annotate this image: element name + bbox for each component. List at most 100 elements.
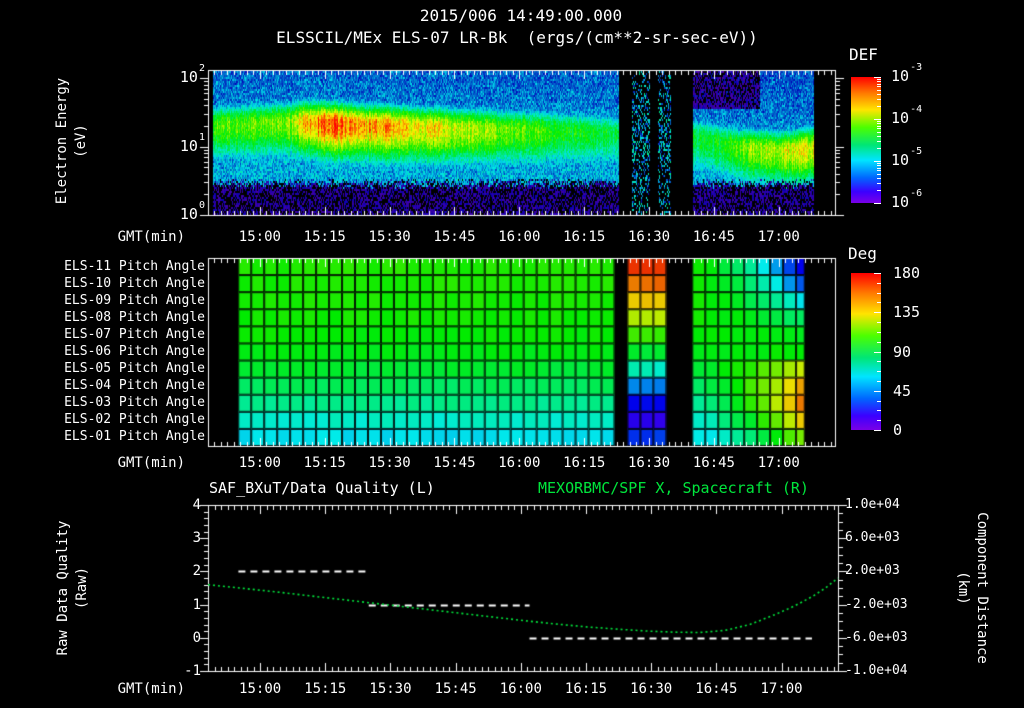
distance-tick-label: 1.0e+04	[845, 497, 900, 512]
pitch-angle-row-label: ELS-01 Pitch Angle	[64, 429, 205, 445]
page-title: 2015/006 14:49:00.000	[419, 6, 623, 25]
time-tick-label: 15:45	[433, 229, 476, 245]
time-tick-label: 17:00	[757, 455, 800, 471]
time-tick-label: 16:15	[564, 681, 608, 697]
energy-tick-label: 100	[179, 200, 205, 223]
time-tick-label: 16:45	[695, 681, 738, 697]
time-tick-label: 16:30	[630, 681, 673, 697]
time-tick-label: 15:45	[434, 681, 477, 697]
colorbar-tick	[877, 90, 881, 91]
colorbar-tick	[877, 126, 881, 127]
quality-tick-label: 4	[192, 497, 201, 513]
colorbar-tick	[877, 322, 881, 323]
colorbar-tick	[877, 283, 881, 284]
colorbar-tick	[877, 128, 881, 129]
colorbar-tick	[877, 84, 881, 85]
gmt-label-bottom: GMT(min)	[117, 681, 185, 697]
def-colorbar-title: DEF	[849, 45, 878, 64]
colorbar-tick	[877, 332, 881, 333]
time-tick-label: 15:00	[238, 229, 281, 245]
time-tick-label: 15:15	[303, 229, 346, 245]
quality-orbit-plot-canvas	[190, 500, 855, 685]
quality-tick-label: 1	[192, 596, 201, 613]
def-tick-label: 10-6	[891, 188, 923, 211]
colorbar-tick	[877, 361, 881, 362]
colorbar-tick	[877, 420, 881, 421]
pitch-angle-row-label: ELS-10 Pitch Angle	[64, 275, 205, 291]
distance-tick-label: -2.0e+03	[845, 596, 908, 612]
colorbar-tick	[877, 342, 881, 343]
colorbar-tick	[874, 312, 881, 313]
colorbar-tick	[877, 183, 881, 184]
time-tick-label: 15:30	[368, 229, 411, 245]
time-tick-label: 16:45	[692, 455, 735, 471]
quality-tick-label: -1	[184, 663, 201, 679]
pitch-angle-grid-canvas	[190, 253, 850, 458]
time-tick-label: 16:30	[627, 455, 671, 471]
colorbar-tick	[877, 99, 881, 100]
time-tick-label: 16:30	[627, 229, 671, 245]
pitch-angle-row-label: ELS-03 Pitch Angle	[64, 395, 205, 411]
time-tick-label: 17:00	[760, 681, 803, 697]
pitch-angle-row-label: ELS-07 Pitch Angle	[64, 326, 205, 342]
raw-data-quality-axis-label: Raw Data Quality (Raw)	[55, 520, 90, 656]
colorbar-tick	[877, 148, 881, 149]
colorbar-tick	[877, 410, 881, 411]
gmt-label-top: GMT(min)	[117, 229, 185, 245]
pitch-angle-row-label: ELS-06 Pitch Angle	[64, 343, 205, 359]
colorbar-tick	[874, 119, 881, 120]
plot-subtitle: ELSSCIL/MEx ELS-07 LR-Bk (ergs/(cm**2-sr…	[276, 28, 758, 47]
time-tick-label: 15:00	[238, 455, 281, 471]
colorbar-tick	[877, 94, 881, 95]
colorbar-tick	[874, 161, 881, 162]
time-tick-label: 15:00	[239, 681, 282, 697]
colorbar-tick	[874, 430, 881, 431]
time-tick-label: 16:15	[563, 455, 606, 471]
orbit-series-title: MEXORBMC/SPF X, Spacecraft (R)	[538, 479, 809, 497]
electron-spectrogram-canvas	[190, 65, 850, 225]
def-colorbar	[851, 77, 881, 203]
deg-tick-label: 0	[893, 421, 903, 439]
time-tick-label: 15:30	[369, 681, 412, 697]
def-tick-label: 10-4	[891, 104, 923, 127]
colorbar-tick	[877, 168, 881, 169]
pitch-angle-row-label: ELS-11 Pitch Angle	[64, 258, 205, 274]
colorbar-tick	[877, 136, 881, 137]
deg-tick-label: 45	[893, 381, 912, 400]
colorbar-tick	[877, 132, 881, 133]
time-tick-label: 16:00	[498, 229, 541, 245]
time-tick-label: 15:30	[368, 455, 411, 471]
time-tick-label: 15:15	[304, 681, 347, 697]
colorbar-tick	[877, 106, 881, 107]
pitch-angle-row-label: ELS-05 Pitch Angle	[64, 361, 205, 377]
quality-tick-label: 3	[192, 530, 201, 547]
colorbar-tick	[877, 163, 881, 164]
quality-tick-label: 0	[192, 629, 201, 646]
colorbar-tick	[877, 141, 881, 142]
colorbar-tick	[874, 352, 881, 353]
distance-tick-label: -1.0e+04	[845, 663, 908, 678]
colorbar-tick	[877, 81, 881, 82]
colorbar-tick	[877, 79, 881, 80]
time-tick-label: 16:00	[498, 455, 541, 471]
colorbar-tick	[874, 273, 881, 274]
time-tick-label: 16:45	[692, 229, 735, 245]
quality-series-title: SAF_BXuT/Data Quality (L)	[209, 479, 435, 497]
deg-tick-label: 135	[893, 303, 921, 322]
colorbar-tick	[877, 123, 881, 124]
colorbar-tick	[874, 203, 881, 204]
colorbar-tick	[874, 391, 881, 392]
pitch-angle-row-label: ELS-04 Pitch Angle	[64, 378, 205, 394]
colorbar-tick	[877, 302, 881, 303]
pitch-angle-row-label: ELS-08 Pitch Angle	[64, 309, 205, 325]
colorbar-tick	[877, 121, 881, 122]
colorbar-tick	[877, 170, 881, 171]
time-tick-label: 17:00	[757, 229, 800, 245]
colorbar-tick	[877, 178, 881, 179]
distance-tick-label: 2.0e+03	[845, 563, 900, 579]
colorbar-tick	[877, 165, 881, 166]
colorbar-tick	[877, 401, 881, 402]
colorbar-tick	[877, 174, 881, 175]
energy-tick-label: 102	[179, 63, 205, 86]
